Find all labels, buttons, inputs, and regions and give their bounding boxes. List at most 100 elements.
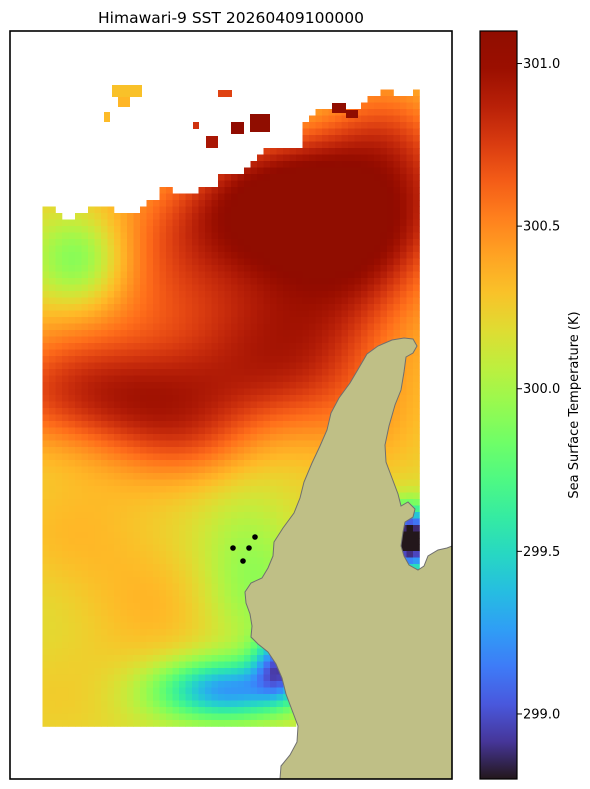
sst-cell [192,538,199,545]
sst-cell [49,642,56,649]
sst-cell [75,447,82,454]
sst-cell [218,713,225,721]
sst-cell [224,635,232,643]
sst-cell [283,180,290,188]
sst-cell [55,642,63,649]
sst-cell [101,720,108,727]
sst-cell [114,707,121,714]
sst-cell [55,681,63,688]
sst-cell [42,492,50,500]
sst-cell [400,187,407,194]
sst-cell [140,271,147,279]
sst-cell [218,570,225,578]
sst-cell [153,564,160,571]
sst-cell [133,635,141,643]
sst-cell [413,265,420,272]
sst-cell [309,200,316,207]
sst-cell [374,96,381,103]
sst-cell [237,336,245,344]
sst-cell [231,414,238,422]
sst-cell [127,616,134,623]
sst-cell [185,544,193,552]
sst-cell [406,499,414,506]
sst-cell [205,330,212,337]
sst-cell [140,661,147,669]
sst-cell [302,161,310,168]
sst-cell [88,505,95,513]
sst-cell [166,414,173,422]
sst-cell [211,486,219,493]
sst-cell [179,453,186,461]
sst-cell [270,167,277,175]
sst-cell [62,323,69,331]
sst-cell [140,245,147,253]
station-marker-1[interactable] [230,545,236,551]
sst-cell [120,713,128,721]
sst-cell [231,252,238,259]
sst-cell [380,206,388,214]
sst-cell [302,460,310,467]
sst-cell [283,245,290,253]
sst-cell [107,440,115,448]
sst-cell [101,505,108,513]
sst-cell [224,343,232,350]
sst-cell [263,206,271,214]
map-panel[interactable] [10,31,452,779]
sst-cell [393,297,401,305]
station-marker-3[interactable] [252,534,258,540]
sst-cell [153,707,160,714]
sst-cell [146,369,154,376]
sst-cell [94,245,102,253]
sst-cell [380,180,388,188]
sst-cell [283,356,290,363]
sst-cell [224,707,232,714]
sst-cell [75,323,82,331]
sst-cell [88,629,95,636]
sst-cell [107,226,115,233]
sst-cell [244,655,251,662]
sst-cell [140,349,147,357]
sst-cell [172,687,180,695]
sst-cell [127,544,134,552]
sst-cell [354,278,362,285]
sst-cell [107,486,115,493]
station-marker-2[interactable] [246,545,252,551]
sst-cell [140,479,147,487]
sst-cell [289,219,297,227]
sst-cell [88,479,95,487]
sst-cell [94,362,102,370]
sst-cell [250,252,258,259]
sst-cell [42,388,50,396]
sst-cell [146,655,154,662]
sst-cell [380,213,388,220]
sst-cell [153,648,160,656]
sst-cell [55,583,63,591]
sst-cell [153,544,160,552]
sst-cell [231,570,238,578]
sst-cell [218,720,225,727]
sst-cell [179,304,186,311]
sst-cell [42,382,50,389]
sst-cell [166,603,173,610]
sst-cell [114,356,121,363]
sst-cell [62,635,69,643]
colorbar-tick-label: 301.0 [523,57,560,72]
sst-cell [179,434,186,441]
sst-cell [55,304,63,311]
sst-cell [42,206,50,214]
sst-cell [211,492,219,500]
sst-cell [120,440,128,448]
sst-cell [172,356,180,363]
sst-cell [179,206,186,214]
sst-cell [88,655,95,662]
sst-cell [231,486,238,493]
sst-cell [309,401,316,409]
station-marker-4[interactable] [240,558,246,564]
sst-cell [322,375,329,383]
sst-cell [42,616,50,623]
sst-cell [185,583,193,591]
sst-cell [322,109,329,116]
sst-cell [75,525,82,532]
sst-cell [62,395,69,402]
sst-cell [179,421,186,428]
